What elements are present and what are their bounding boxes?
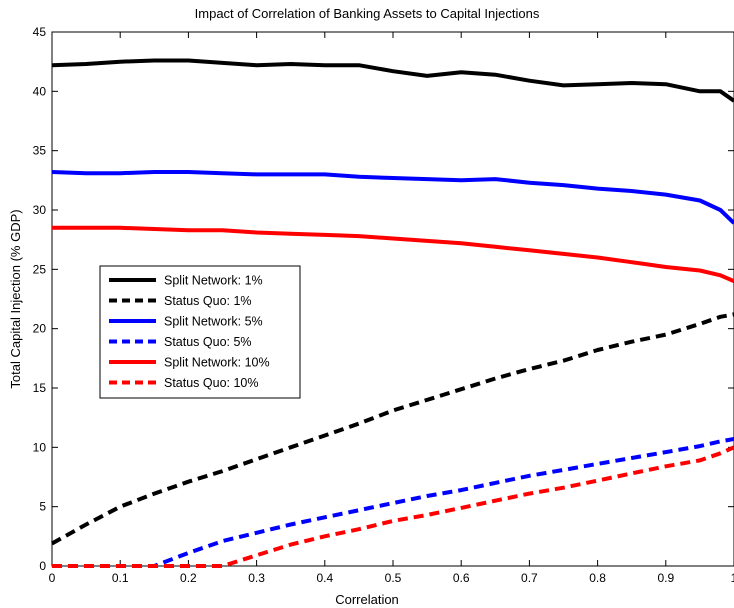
y-tick-label: 25 — [33, 262, 47, 276]
x-tick-label: 0.7 — [521, 571, 538, 585]
y-tick-label: 30 — [33, 203, 47, 217]
x-tick-label: 0 — [49, 571, 56, 585]
x-axis-label: Correlation — [335, 592, 399, 607]
legend-label: Status Quo: 5% — [164, 335, 252, 349]
y-tick-label: 20 — [33, 322, 47, 336]
legend-label: Split Network: 1% — [164, 274, 263, 288]
y-tick-label: 35 — [33, 144, 47, 158]
x-tick-label: 1 — [731, 571, 734, 585]
y-tick-label: 15 — [33, 381, 47, 395]
legend-box — [99, 265, 301, 399]
legend-label: Split Network: 10% — [164, 356, 270, 370]
y-tick-label: 5 — [39, 500, 46, 514]
legend-label: Split Network: 5% — [164, 315, 263, 329]
x-tick-label: 0.8 — [589, 571, 606, 585]
x-tick-label: 0.2 — [180, 571, 197, 585]
chart-title: Impact of Correlation of Banking Assets … — [195, 6, 540, 21]
x-tick-label: 0.6 — [453, 571, 470, 585]
axis-ticks: 00.10.20.30.40.50.60.70.80.9105101520253… — [33, 25, 734, 585]
series-line-6 — [52, 445, 734, 568]
x-tick-label: 0.9 — [657, 571, 674, 585]
x-tick-label: 0.4 — [316, 571, 333, 585]
x-tick-label: 0.1 — [112, 571, 129, 585]
series-line-5 — [52, 225, 734, 284]
series-line-2 — [51, 312, 734, 546]
legend: Split Network: 1% Status Quo: 1% Split Net… — [99, 265, 301, 399]
y-tick-label: 45 — [33, 25, 47, 39]
x-tick-label: 0.3 — [248, 571, 265, 585]
x-tick-label: 0.5 — [385, 571, 402, 585]
legend-label: Status Quo: 1% — [164, 294, 252, 308]
legend-label: Status Quo: 10% — [164, 376, 259, 390]
series-layer — [51, 58, 734, 568]
y-axis-label: Total Capital Injection (% GDP) — [8, 209, 23, 388]
y-tick-label: 10 — [33, 440, 47, 454]
y-tick-label: 0 — [39, 559, 46, 573]
series-line-1 — [51, 58, 734, 103]
series-line-4 — [52, 437, 734, 568]
y-tick-label: 40 — [33, 84, 47, 98]
series-line-3 — [51, 170, 734, 225]
